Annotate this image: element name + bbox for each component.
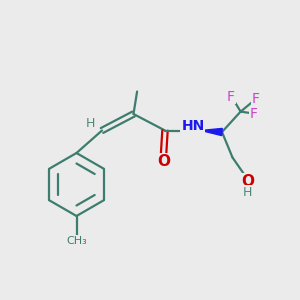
Text: O: O xyxy=(241,174,254,189)
Text: HN: HN xyxy=(181,119,205,133)
Polygon shape xyxy=(201,128,222,136)
Text: F: F xyxy=(227,90,235,104)
Text: F: F xyxy=(252,92,260,106)
Text: O: O xyxy=(157,154,170,169)
Text: F: F xyxy=(250,107,258,121)
Text: H: H xyxy=(243,185,253,199)
Text: H: H xyxy=(86,117,95,130)
Text: CH₃: CH₃ xyxy=(66,236,87,246)
